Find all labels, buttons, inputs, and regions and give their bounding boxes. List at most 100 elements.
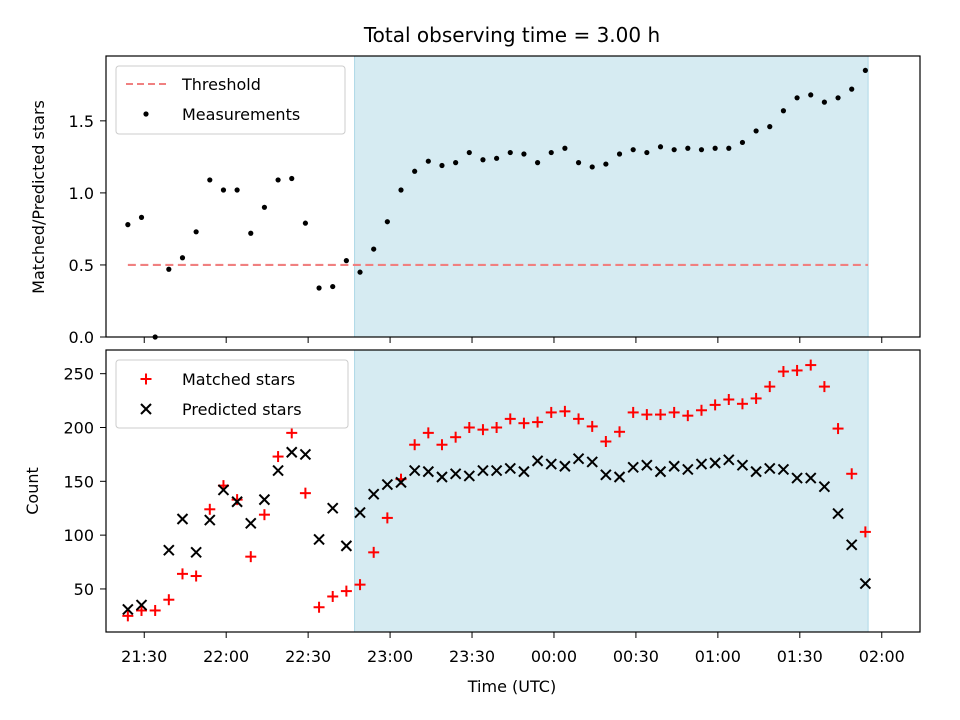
measurement-point: [603, 161, 609, 167]
measurement-point: [835, 95, 841, 101]
marker-stroke: [668, 460, 680, 472]
top-legend: Threshold Measurements: [115, 65, 346, 135]
x-tick-label: 01:30: [777, 647, 823, 666]
marker-stroke: [764, 462, 776, 475]
y-tick-label: 50: [74, 580, 94, 599]
measurement-point: [466, 149, 472, 156]
marker-stroke: [559, 460, 571, 472]
predicted-star-point: [641, 459, 653, 471]
matched-star-point: [190, 570, 202, 582]
predicted-star-point: [504, 462, 516, 475]
marker-stroke: [313, 533, 325, 546]
measurement-point: [548, 149, 554, 156]
top-y-axis-label: Matched/Predicted stars: [29, 100, 48, 294]
predicted-star-point: [449, 468, 462, 480]
bottom-y-axis-label: Count: [23, 467, 42, 515]
matched-star-point: [381, 512, 393, 524]
predicted-star-point: [204, 514, 216, 526]
marker-stroke: [408, 464, 421, 477]
predicted-star-point: [176, 513, 189, 525]
predicted-star-point: [381, 478, 394, 491]
marker-stroke: [545, 458, 557, 470]
matched-star-point: [368, 546, 380, 558]
measurement-point: [275, 177, 281, 183]
marker-stroke: [654, 465, 667, 478]
matched-star-point: [477, 424, 489, 436]
matched-star-point: [859, 526, 871, 538]
y-tick-label: 0.0: [69, 328, 94, 347]
measurement-point: [767, 124, 773, 130]
marker-stroke: [449, 468, 462, 480]
matched-star-point: [573, 413, 585, 425]
measurement-point: [712, 145, 718, 151]
measurement-point: [220, 187, 227, 193]
bottom-legend-box: [115, 359, 349, 429]
predicted-star-point: [299, 448, 312, 461]
measurement-point: [494, 155, 500, 161]
marker-stroke: [436, 471, 448, 483]
measurement-point: [630, 147, 636, 153]
marker-stroke: [613, 471, 626, 483]
matched-star-point: [436, 439, 448, 451]
measurement-point: [371, 246, 377, 252]
matched-star-point: [736, 398, 748, 410]
matched-star-point: [122, 610, 134, 622]
top-y-axis: 0.0 0.5 1.0 1.5: [69, 112, 106, 347]
marker-stroke: [586, 456, 598, 468]
measurement-point: [343, 258, 349, 264]
matched-star-point: [559, 405, 571, 417]
predicted-star-point: [272, 464, 284, 477]
marker-stroke: [709, 457, 721, 469]
measurement-point: [261, 204, 268, 210]
marker-stroke: [245, 517, 257, 529]
marker-stroke: [381, 478, 394, 491]
matched-star-point: [791, 364, 803, 376]
measurement-point: [398, 187, 404, 193]
x-tick-label: 00:00: [531, 647, 577, 666]
marker-stroke: [477, 464, 489, 477]
measurement-point: [739, 139, 746, 146]
matched-star-point: [518, 417, 530, 429]
measurement-point: [193, 229, 199, 235]
matched-star-point: [614, 426, 626, 438]
measurement-point: [234, 187, 240, 193]
matched-star-point: [586, 420, 598, 432]
matched-star-point: [136, 604, 148, 616]
predicted-star-point: [122, 603, 134, 616]
legend-matched-swatch: [140, 373, 152, 385]
matched-star-point: [231, 494, 243, 506]
legend-predicted-marker: [140, 403, 152, 415]
count-series-layer: [122, 359, 872, 622]
predicted-star-point: [818, 480, 831, 493]
marker-stroke: [832, 507, 844, 520]
matched-star-point: [668, 406, 680, 418]
measurement-point: [507, 149, 513, 156]
marker-stroke: [531, 455, 544, 467]
predicted-star-point: [654, 465, 667, 478]
marker-stroke: [163, 544, 175, 556]
matched-star-point: [258, 509, 270, 521]
marker-stroke: [272, 464, 284, 477]
predicted-star-point: [408, 464, 421, 477]
measurement-point: [726, 145, 732, 151]
legend-predicted-swatch: [140, 403, 152, 415]
predicted-star-point: [613, 471, 626, 483]
matched-star-point: [805, 359, 817, 371]
y-tick-label: 0.5: [69, 256, 94, 275]
measurement-point: [780, 108, 787, 114]
marker-stroke: [723, 454, 735, 466]
marker-stroke: [463, 470, 476, 482]
marker-stroke: [572, 453, 585, 465]
marker-stroke: [258, 493, 271, 506]
y-tick-label: 100: [63, 526, 94, 545]
marker-stroke: [122, 603, 134, 616]
marker-stroke: [327, 502, 339, 514]
legend-measurements-swatch: [143, 111, 149, 117]
matched-star-point: [272, 451, 284, 463]
marker-stroke: [518, 465, 530, 478]
matched-star-point: [655, 409, 667, 421]
measurement-point: [316, 285, 322, 291]
marker-stroke: [286, 446, 298, 458]
matched-star-point: [846, 468, 858, 480]
predicted-star-point: [832, 507, 844, 520]
